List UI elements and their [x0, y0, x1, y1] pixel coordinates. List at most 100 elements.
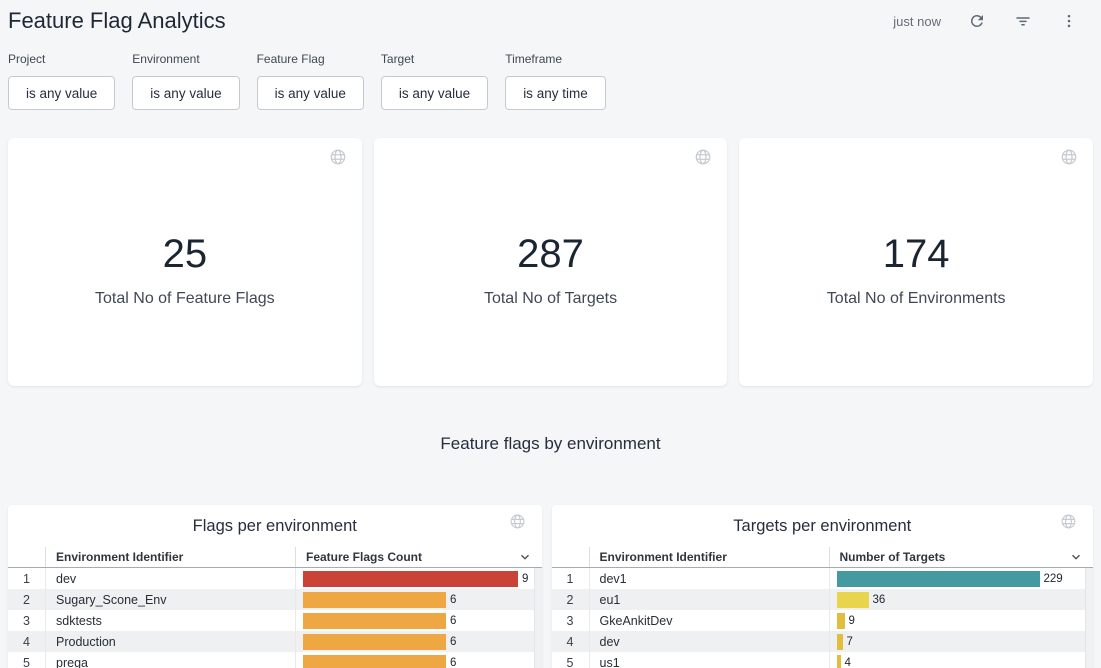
filter-label: Target: [381, 52, 488, 67]
value-bar: [303, 634, 446, 650]
topbar-actions: just now: [893, 11, 1079, 31]
count-column-header[interactable]: Feature Flags Count: [296, 547, 532, 567]
value-bar: [837, 634, 843, 650]
table-row[interactable]: 1dev1 229: [552, 568, 1093, 589]
targets-table-body: 1dev12292eu1363GkeAnkitDev94dev75us14: [552, 568, 1093, 668]
flags-table-body: 1dev92Sugary_Scone_Env63sdktests64Produc…: [8, 568, 542, 668]
kpi-label: Total No of Feature Flags: [95, 290, 275, 308]
value-label: 9: [849, 615, 855, 627]
table-header-row: Environment Identifier Feature Flags Cou…: [8, 547, 542, 568]
row-index: 4: [552, 631, 590, 652]
value-label: 4: [845, 657, 851, 668]
environment-cell: dev: [590, 631, 830, 652]
filter-environment: Environment is any value: [132, 52, 239, 110]
chevron-down-icon[interactable]: [1069, 550, 1083, 564]
value-bar: [837, 655, 841, 668]
filter-bar: Project is any value Environment is any …: [0, 40, 1101, 110]
environment-cell: Sugary_Scone_Env: [46, 589, 296, 610]
row-index: 2: [552, 589, 590, 610]
count-column-header[interactable]: Number of Targets: [830, 547, 1083, 567]
row-index: 4: [8, 631, 46, 652]
panel-title: Flags per environment: [193, 517, 357, 536]
value-bar-cell: 9: [296, 568, 542, 589]
table-row[interactable]: 5us14: [552, 652, 1093, 668]
table-row[interactable]: 2Sugary_Scone_Env6: [8, 589, 542, 610]
filter-project-button[interactable]: is any value: [8, 76, 115, 110]
globe-icon[interactable]: [509, 513, 526, 535]
top-bar: Feature Flag Analytics just now: [0, 0, 1101, 40]
value-label: 36: [873, 594, 886, 606]
kpi-card-feature-flags: 25 Total No of Feature Flags: [8, 138, 362, 386]
row-index: 3: [8, 610, 46, 631]
refresh-icon[interactable]: [967, 11, 987, 31]
chevron-down-icon[interactable]: [518, 550, 532, 564]
filter-target: Target is any value: [381, 52, 488, 110]
value-bar: [837, 571, 1040, 587]
value-bar-cell: 7: [830, 631, 1093, 652]
table-row[interactable]: 3GkeAnkitDev 9: [552, 610, 1093, 631]
table-row[interactable]: 3sdktests 6: [8, 610, 542, 631]
filter-feature-flag-button[interactable]: is any value: [257, 76, 364, 110]
vertical-scrollbar[interactable]: [534, 568, 542, 668]
environment-column-header[interactable]: Environment Identifier: [46, 547, 296, 567]
flags-per-environment-panel: Flags per environment Environment Identi…: [8, 505, 542, 668]
last-updated-text: just now: [893, 14, 941, 29]
filter-target-button[interactable]: is any value: [381, 76, 488, 110]
environment-cell: us1: [590, 652, 830, 668]
vertical-scrollbar[interactable]: [1085, 568, 1093, 668]
value-label: 6: [450, 615, 456, 627]
table-row[interactable]: 2eu1 36: [552, 589, 1093, 610]
count-column-label: Number of Targets: [840, 550, 946, 564]
table-header-row: Environment Identifier Number of Targets: [552, 547, 1093, 568]
table-row[interactable]: 4dev 7: [552, 631, 1093, 652]
filter-environment-button[interactable]: is any value: [132, 76, 239, 110]
environment-cell: dev1: [590, 568, 830, 589]
environment-column-header[interactable]: Environment Identifier: [590, 547, 830, 567]
table-row[interactable]: 4Production 6: [8, 631, 542, 652]
more-options-icon[interactable]: [1059, 11, 1079, 31]
environment-cell: eu1: [590, 589, 830, 610]
value-bar-cell: 229: [830, 568, 1093, 589]
value-bar-cell: 6: [296, 589, 542, 610]
row-index: 5: [8, 652, 46, 668]
value-bar-cell: 36: [830, 589, 1093, 610]
globe-icon[interactable]: [694, 148, 712, 171]
row-index: 1: [552, 568, 590, 589]
value-bar-cell: 4: [830, 652, 1093, 668]
filter-project: Project is any value: [8, 52, 115, 110]
value-label: 229: [1044, 573, 1063, 585]
filter-timeframe: Timeframe is any time: [505, 52, 606, 110]
row-index: 3: [552, 610, 590, 631]
globe-icon[interactable]: [1060, 148, 1078, 171]
value-label: 6: [450, 594, 456, 606]
table-row[interactable]: 1dev9: [8, 568, 542, 589]
value-bar-cell: 9: [830, 610, 1093, 631]
globe-icon[interactable]: [329, 148, 347, 171]
table-row[interactable]: 5prega6: [8, 652, 542, 668]
panel-header: Targets per environment: [552, 505, 1093, 547]
value-bar: [303, 613, 446, 629]
kpi-value: 25: [163, 231, 208, 277]
environment-cell: sdktests: [46, 610, 296, 631]
globe-icon[interactable]: [1060, 513, 1077, 535]
value-label: 6: [450, 657, 456, 668]
filter-label: Project: [8, 52, 115, 67]
value-label: 7: [847, 636, 853, 648]
kpi-cards-row: 25 Total No of Feature Flags 287 Total N…: [8, 138, 1093, 386]
value-label: 6: [450, 636, 456, 648]
table-panels-row: Flags per environment Environment Identi…: [8, 505, 1093, 668]
count-column-label: Feature Flags Count: [306, 550, 422, 564]
environment-cell: GkeAnkitDev: [590, 610, 830, 631]
value-bar: [303, 592, 446, 608]
filter-timeframe-button[interactable]: is any time: [505, 76, 606, 110]
environment-cell: Production: [46, 631, 296, 652]
filter-label: Environment: [132, 52, 239, 67]
value-bar: [303, 655, 446, 668]
value-bar-cell: 6: [296, 610, 542, 631]
section-title: Feature flags by environment: [0, 432, 1101, 456]
filter-label: Timeframe: [505, 52, 606, 67]
row-index: 1: [8, 568, 46, 589]
kpi-label: Total No of Targets: [484, 290, 617, 308]
value-bar: [837, 613, 845, 629]
filter-icon[interactable]: [1013, 11, 1033, 31]
